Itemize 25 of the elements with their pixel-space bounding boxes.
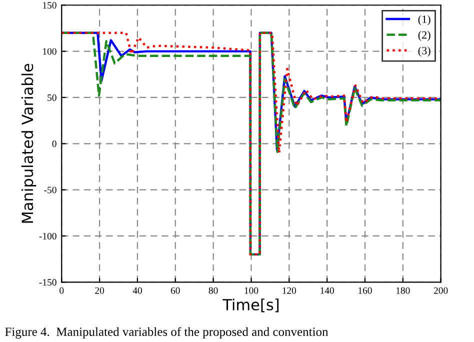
x-tick-label: 0 xyxy=(60,287,64,294)
x-tick-label: 180 xyxy=(396,287,410,294)
y-tick-label: 50 xyxy=(48,94,56,101)
legend-label: (2) xyxy=(418,30,430,41)
x-tick-label: 60 xyxy=(170,287,180,294)
x-tick-label: 100 xyxy=(244,287,258,294)
x-tick-label: 80 xyxy=(208,287,218,294)
y-tick-label: 0 xyxy=(52,140,56,148)
y-tick-label: 150 xyxy=(43,2,56,9)
x-tick-label: 200 xyxy=(434,287,448,294)
x-tick-label: 20 xyxy=(95,287,104,294)
legend-label: (3) xyxy=(418,46,430,57)
x-axis-title: Time[s] xyxy=(222,298,279,312)
y-tick-label: -150 xyxy=(39,279,56,286)
y-tick-label: -50 xyxy=(44,186,56,194)
caption: Figure 4. Manipulated variables of the proposed and convention xyxy=(5,327,328,339)
legend-label: (1) xyxy=(418,15,430,26)
x-tick-label: 120 xyxy=(282,287,296,294)
x-tick-label: 140 xyxy=(320,287,334,294)
y-tick-label: 100 xyxy=(43,48,56,55)
x-tick-label: 160 xyxy=(358,287,372,294)
y-tick-label: -100 xyxy=(39,232,56,240)
x-tick-label: 40 xyxy=(132,287,142,294)
y-axis-title: Manipulated Variable xyxy=(21,64,36,223)
line-series xyxy=(62,32,441,256)
